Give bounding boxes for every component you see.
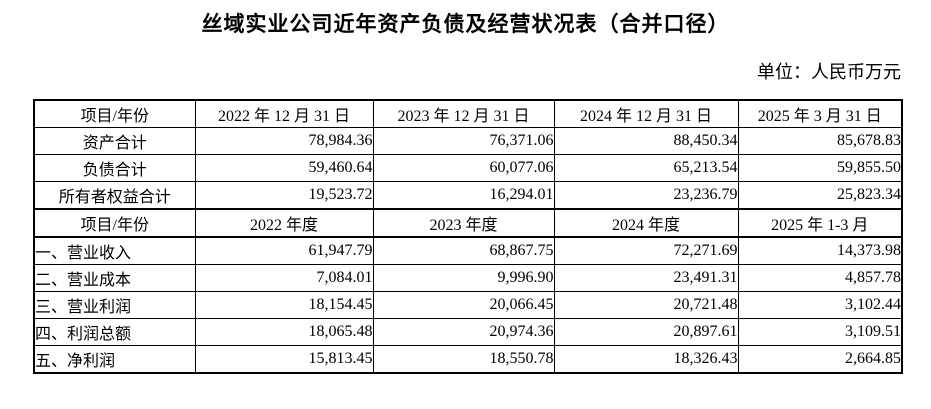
cell-value: 20,897.61 bbox=[553, 318, 739, 346]
cell-value: 19,523.72 bbox=[194, 181, 374, 210]
table-row-total-profit: 四、利润总额 18,065.48 20,974.36 20,897.61 3,1… bbox=[33, 318, 903, 346]
cell-value: 85,678.83 bbox=[737, 127, 903, 155]
cell-value: 20,721.48 bbox=[553, 291, 739, 319]
cell-value: 59,855.50 bbox=[737, 154, 903, 182]
cell-value: 15,813.45 bbox=[194, 345, 374, 374]
column-header: 2022 年度 bbox=[194, 208, 374, 238]
cell-value: 59,460.64 bbox=[194, 154, 374, 182]
cell-value: 76,371.06 bbox=[372, 127, 555, 155]
table-row-operating-cost: 二、营业成本 7,084.01 9,996.90 23,491.31 4,857… bbox=[33, 264, 903, 292]
table-row-operating-revenue: 一、营业收入 61,947.79 68,867.75 72,271.69 14,… bbox=[33, 236, 903, 265]
page-title: 丝域实业公司近年资产负债及经营状况表（合并口径） bbox=[201, 12, 730, 36]
row-label: 四、利润总额 bbox=[33, 318, 196, 346]
cell-value: 14,373.98 bbox=[737, 236, 903, 265]
column-header: 2025 年 3 月 31 日 bbox=[737, 99, 903, 128]
cell-value: 16,294.01 bbox=[372, 181, 555, 210]
cell-value: 3,109.51 bbox=[737, 318, 903, 346]
cell-value: 23,491.31 bbox=[553, 264, 739, 292]
column-header: 项目/年份 bbox=[33, 99, 196, 128]
row-label: 五、净利润 bbox=[33, 345, 196, 374]
cell-value: 20,066.45 bbox=[372, 291, 555, 319]
cell-value: 25,823.34 bbox=[737, 181, 903, 210]
column-header: 2024 年 12 月 31 日 bbox=[553, 99, 739, 128]
cell-value: 7,084.01 bbox=[194, 264, 374, 292]
column-header: 2025 年 1-3 月 bbox=[737, 208, 903, 238]
cell-value: 9,996.90 bbox=[372, 264, 555, 292]
table-row-total-liabilities: 负债合计 59,460.64 60,077.06 65,213.54 59,85… bbox=[33, 154, 903, 182]
column-header: 项目/年份 bbox=[33, 208, 196, 238]
cell-value: 18,550.78 bbox=[372, 345, 555, 374]
column-header: 2024 年度 bbox=[553, 208, 739, 238]
cell-value: 18,065.48 bbox=[194, 318, 374, 346]
row-label: 负债合计 bbox=[33, 154, 196, 182]
table-row-net-profit: 五、净利润 15,813.45 18,550.78 18,326.43 2,66… bbox=[33, 345, 903, 374]
cell-value: 65,213.54 bbox=[553, 154, 739, 182]
table-row-total-assets: 资产合计 78,984.36 76,371.06 88,450.34 85,67… bbox=[33, 127, 903, 155]
row-label: 资产合计 bbox=[33, 127, 196, 155]
cell-value: 23,236.79 bbox=[553, 181, 739, 210]
cell-value: 2,664.85 bbox=[737, 345, 903, 374]
cell-value: 18,154.45 bbox=[194, 291, 374, 319]
cell-value: 78,984.36 bbox=[194, 127, 374, 155]
column-header: 2022 年 12 月 31 日 bbox=[194, 99, 374, 128]
unit-label: 单位：人民币万元 bbox=[757, 62, 901, 82]
cell-value: 61,947.79 bbox=[194, 236, 374, 265]
document-page: 丝域实业公司近年资产负债及经营状况表（合并口径） 单位：人民币万元 项目/年份 … bbox=[0, 10, 931, 409]
cell-value: 18,326.43 bbox=[553, 345, 739, 374]
row-label: 三、营业利润 bbox=[33, 291, 196, 319]
cell-value: 20,974.36 bbox=[372, 318, 555, 346]
row-label: 一、营业收入 bbox=[33, 236, 196, 265]
cell-value: 72,271.69 bbox=[553, 236, 739, 265]
column-header: 2023 年 12 月 31 日 bbox=[372, 99, 555, 128]
row-label: 二、营业成本 bbox=[33, 264, 196, 292]
cell-value: 3,102.44 bbox=[737, 291, 903, 319]
cell-value: 4,857.78 bbox=[737, 264, 903, 292]
cell-value: 68,867.75 bbox=[372, 236, 555, 265]
balance-sheet-header-row: 项目/年份 2022 年 12 月 31 日 2023 年 12 月 31 日 … bbox=[33, 99, 903, 128]
table-row-operating-profit: 三、营业利润 18,154.45 20,066.45 20,721.48 3,1… bbox=[33, 291, 903, 319]
table-row-total-equity: 所有者权益合计 19,523.72 16,294.01 23,236.79 25… bbox=[33, 181, 903, 210]
financial-table: 项目/年份 2022 年 12 月 31 日 2023 年 12 月 31 日 … bbox=[33, 99, 903, 374]
row-label: 所有者权益合计 bbox=[33, 181, 196, 210]
cell-value: 88,450.34 bbox=[553, 127, 739, 155]
column-header: 2023 年度 bbox=[372, 208, 555, 238]
cell-value: 60,077.06 bbox=[372, 154, 555, 182]
income-statement-header-row: 项目/年份 2022 年度 2023 年度 2024 年度 2025 年 1-3… bbox=[33, 208, 903, 238]
